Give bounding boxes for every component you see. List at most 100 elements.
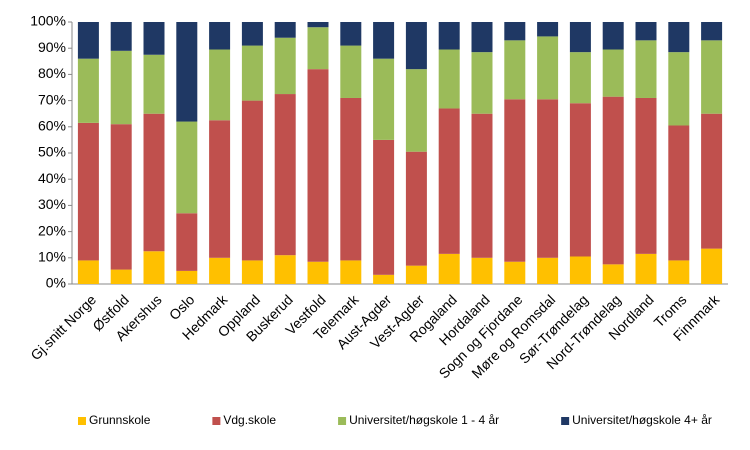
bar-segment — [110, 50, 132, 125]
y-tick-label: 30% — [38, 196, 66, 212]
bar-segment — [274, 22, 296, 38]
bar-segment — [701, 113, 723, 249]
bar-segment — [471, 52, 493, 114]
y-tick-label: 20% — [38, 222, 66, 238]
bar-segment — [209, 22, 231, 50]
legend-swatch — [561, 417, 570, 425]
y-tick-label: 100% — [30, 13, 66, 29]
y-tick-label: 10% — [38, 249, 66, 265]
bar-segment — [602, 49, 624, 97]
bar-segment — [274, 94, 296, 256]
bar-segment — [307, 22, 329, 28]
bar-segment — [471, 257, 493, 284]
bar-segment — [504, 40, 526, 100]
bar-segment — [209, 257, 231, 284]
bar-segment — [77, 260, 99, 284]
bar-segment — [537, 257, 559, 284]
bar-segment — [668, 125, 690, 261]
bar-segment — [569, 103, 591, 257]
legend-label: Universitet/høgskole 4+ år — [572, 413, 712, 427]
legend-label: Universitet/høgskole 1 - 4 år — [349, 413, 499, 427]
bar-segment — [340, 22, 362, 46]
bar-segment — [274, 37, 296, 95]
bar-segment — [241, 22, 263, 46]
bar-segment — [176, 213, 198, 271]
bar-segment — [504, 261, 526, 284]
bar-segment — [373, 58, 395, 140]
bar-segment — [569, 22, 591, 53]
bar-segment — [504, 22, 526, 41]
bar-segment — [110, 269, 132, 284]
bar-segment — [307, 27, 329, 70]
legend-swatch — [78, 417, 86, 425]
y-tick-label: 90% — [38, 39, 66, 55]
bar-segment — [635, 97, 657, 254]
bar-segment — [635, 22, 657, 41]
bar-segment — [438, 108, 460, 254]
legend-swatch — [338, 417, 347, 425]
bar-segment — [668, 260, 690, 284]
bar-segment — [143, 22, 165, 55]
bar-segment — [701, 248, 723, 284]
bar-segment — [405, 22, 427, 70]
bar-segment — [209, 120, 231, 258]
bar-segment — [471, 22, 493, 53]
bar-segment — [569, 256, 591, 284]
bar-segment — [176, 121, 198, 214]
bar-segment — [701, 22, 723, 41]
bar-segment — [602, 22, 624, 50]
bar-segment — [209, 49, 231, 121]
bar-segment — [602, 264, 624, 284]
bar-segment — [537, 99, 559, 258]
bar-segment — [307, 69, 329, 262]
bar-segment — [405, 69, 427, 152]
y-tick-label: 70% — [38, 91, 66, 107]
bar-segment — [241, 100, 263, 261]
legend-swatch — [212, 417, 221, 425]
bar-segment — [405, 151, 427, 266]
bar-segment — [110, 124, 132, 270]
bar-segment — [77, 122, 99, 261]
bar-segment — [602, 96, 624, 265]
bar-segment — [438, 22, 460, 50]
bar-segment — [77, 22, 99, 59]
bar-segment — [373, 139, 395, 275]
bar-segment — [668, 22, 690, 53]
bar-segment — [340, 97, 362, 261]
bar-segment — [405, 265, 427, 284]
bar-segment — [537, 36, 559, 100]
bar-segment — [537, 22, 559, 37]
legend-label: Grunnskole — [89, 413, 151, 427]
y-tick-label: 80% — [38, 65, 66, 81]
bar-segment — [668, 52, 690, 126]
bar-segment — [143, 251, 165, 284]
bar-segment — [143, 54, 165, 114]
bar-segment — [373, 22, 395, 59]
bar-segment — [569, 52, 591, 104]
bar-segment — [438, 253, 460, 284]
bar-segment — [373, 274, 395, 284]
bar-segment — [176, 22, 198, 122]
bar-segment — [77, 58, 99, 123]
bar-segment — [471, 113, 493, 258]
bar-segment — [241, 260, 263, 284]
y-tick-label: 60% — [38, 118, 66, 134]
bar-segment — [438, 49, 460, 109]
legend-label: Vdg.skole — [223, 413, 276, 427]
bar-segment — [110, 22, 132, 51]
y-tick-label: 0% — [46, 275, 66, 291]
bar-segment — [307, 261, 329, 284]
x-tick-label: Gj.snitt Norge — [27, 291, 99, 363]
bar-segment — [635, 253, 657, 284]
bar-segment — [176, 270, 198, 284]
bar-segment — [340, 260, 362, 284]
bar-segment — [504, 99, 526, 262]
bar-segment — [635, 40, 657, 98]
y-tick-label: 40% — [38, 170, 66, 186]
bar-segment — [701, 40, 723, 114]
bar-segment — [241, 45, 263, 101]
y-tick-label: 50% — [38, 144, 66, 160]
bar-segment — [143, 113, 165, 252]
bar-segment — [274, 255, 296, 284]
